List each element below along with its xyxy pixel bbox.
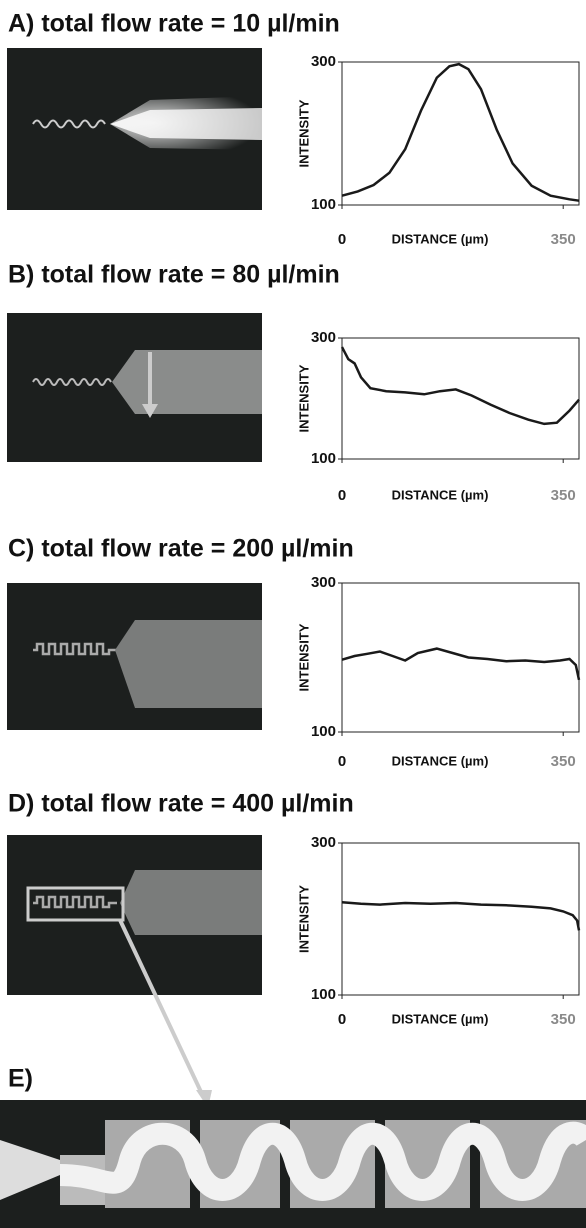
x-axis-label: DISTANCE (µm)	[392, 231, 489, 246]
y-tick-label: 300	[311, 834, 336, 851]
x-tick-label: 0	[338, 1011, 346, 1028]
chart-title: C) total flow rate = 200 µl/min	[8, 535, 354, 563]
data-line	[341, 62, 580, 202]
micrograph-b	[7, 313, 262, 462]
x-tick-label: 350	[551, 1011, 576, 1028]
y-tick-label: 300	[311, 574, 336, 591]
x-axis-label: DISTANCE (µm)	[392, 487, 489, 502]
x-tick-label: 0	[338, 487, 346, 504]
plot-frame	[341, 337, 580, 460]
data-line	[340, 346, 580, 426]
y-tick-label: 300	[311, 329, 336, 346]
plot-frame	[341, 61, 580, 206]
data-line	[341, 901, 581, 931]
x-tick-label: 0	[338, 753, 346, 770]
panel-label: E)	[8, 1065, 33, 1093]
y-tick-label: 300	[311, 53, 336, 70]
data-line	[341, 647, 581, 681]
x-tick-label: 350	[551, 753, 576, 770]
x-axis-label: DISTANCE (µm)	[392, 1011, 489, 1026]
x-tick-label: 350	[551, 231, 576, 248]
x-axis-label: DISTANCE (µm)	[392, 753, 489, 768]
chart-title: D) total flow rate = 400 µl/min	[8, 790, 354, 818]
y-axis-label: INTENSITY	[296, 99, 311, 167]
y-tick-label: 100	[311, 986, 336, 1003]
chart-title: A) total flow rate = 10 µl/min	[8, 10, 340, 38]
micrograph-c	[7, 583, 262, 730]
y-axis-label: INTENSITY	[296, 364, 311, 432]
plot-frame	[341, 842, 580, 996]
plot-frame	[341, 582, 580, 733]
micrograph-d	[7, 835, 262, 1108]
y-tick-label: 100	[311, 723, 336, 740]
micrograph-e	[0, 1100, 586, 1228]
x-tick-label: 350	[551, 487, 576, 504]
y-tick-label: 100	[311, 450, 336, 467]
micrograph-a	[7, 48, 262, 210]
y-axis-label: INTENSITY	[296, 623, 311, 691]
x-tick-label: 0	[338, 231, 346, 248]
chart-title: B) total flow rate = 80 µl/min	[8, 261, 340, 289]
y-axis-label: INTENSITY	[296, 885, 311, 953]
y-tick-label: 100	[311, 196, 336, 213]
